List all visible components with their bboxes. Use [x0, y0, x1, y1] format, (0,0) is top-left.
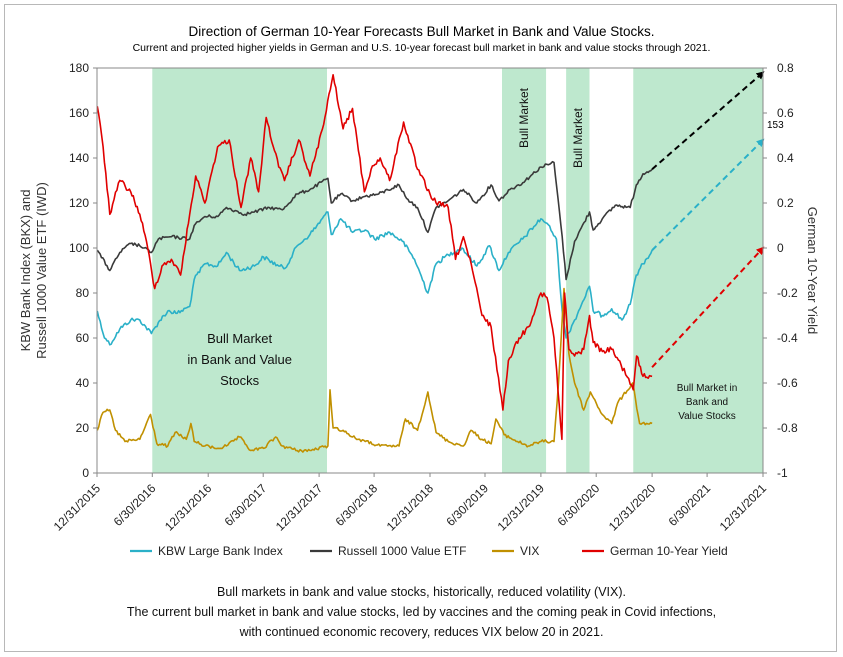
x-tick-label-7: 12/31/2018: [384, 481, 437, 534]
bull-market-shading-layer: [152, 68, 763, 473]
legend: KBW Large Bank Index Russell 1000 Value E…: [130, 544, 728, 558]
y-left-tick-label-9: 160: [69, 106, 89, 120]
y-left-tick-label-7: 120: [69, 196, 89, 210]
legend-label-4: German 10-Year Yield: [610, 544, 728, 558]
y-right-tick-label-5: -0.2: [777, 286, 798, 300]
bull-market-1-label-line-3: Stocks: [220, 373, 260, 388]
caption-line-3: with continued economic recovery, reduce…: [239, 625, 604, 639]
y-left-tick-label-8: 140: [69, 151, 89, 165]
bull-market-band-2: [502, 68, 547, 473]
series-line-4: [96, 74, 653, 441]
projection-layer: [651, 71, 765, 368]
caption-line-2: The current bull market in bank and valu…: [126, 605, 717, 619]
chart-title: Direction of German 10-Year Forecasts Bu…: [188, 24, 655, 39]
y-right-tick-label-10: 0.8: [777, 61, 794, 75]
x-tick-label-4: 6/30/2017: [222, 481, 270, 529]
y-left-axis-title-line-1: KBW Bank Index (BKX) and: [18, 190, 33, 352]
y-left-tick-label-3: 40: [76, 376, 90, 390]
bull-market-2-label: Bull Market: [517, 87, 531, 148]
y-right-tick-label-2: -0.8: [777, 421, 798, 435]
x-tick-label-12: 6/30/2021: [666, 481, 714, 529]
bull-market-4-label-line-3: Value Stocks: [678, 411, 736, 422]
annotation-layer: 153 Bull Market in Bank and Value Stocks Bul…: [187, 87, 784, 422]
y-left-tick-label-6: 100: [69, 241, 89, 255]
bull-market-3-label: Bull Market: [571, 107, 585, 168]
projection-arrow-1: [651, 71, 765, 171]
projection-arrow-2: [651, 138, 765, 251]
chart-frame: [4, 4, 837, 652]
series-line-1: [96, 211, 653, 346]
y-right-axis-title: German 10-Year Yield: [805, 207, 820, 334]
series-line-3: [96, 287, 653, 453]
bull-market-1-label-line-2: in Bank and Value: [187, 352, 292, 367]
y-left-tick-label-1: 0: [82, 466, 89, 480]
x-tick-label-6: 6/30/2018: [333, 481, 381, 529]
caption-line-1: Bull markets in bank and value stocks, h…: [217, 585, 626, 599]
bull-market-4-label-line-2: Bank and: [686, 397, 728, 408]
x-tick-label-8: 6/30/2019: [443, 481, 491, 529]
y-right-tick-label-6: 0: [777, 241, 784, 255]
x-tick-label-3: 12/31/2016: [162, 481, 215, 534]
legend-label-2: Russell 1000 Value ETF: [338, 544, 467, 558]
x-tick-label-13: 12/31/2021: [717, 481, 770, 534]
projection-arrow-3: [651, 246, 765, 368]
projection-label-2: 153: [767, 120, 784, 131]
x-tick-label-1: 12/31/2015: [51, 481, 104, 534]
chart-subtitle: Current and projected higher yields in G…: [132, 42, 711, 54]
y-right-tick-label-9: 0.6: [777, 106, 794, 120]
y-left-tick-label-2: 20: [76, 421, 90, 435]
y-right-tick-label-3: -0.6: [777, 376, 798, 390]
y-left-axis-title-line-2: Russell 1000 Value ETF (IWD): [34, 182, 49, 359]
y-right-tick-label-8: 0.4: [777, 151, 794, 165]
y-right-tick-label-7: 0.2: [777, 196, 794, 210]
legend-label-3: VIX: [520, 544, 539, 558]
x-tick-label-2: 6/30/2016: [111, 481, 159, 529]
legend-label-1: KBW Large Bank Index: [158, 544, 283, 558]
chart-svg: 0 20 40 60 80 100 120 140 160 180 -1 -0.8 -0.6 -0.4 -0…: [18, 61, 820, 558]
bull-market-1-label-line-1: Bull Market: [207, 331, 272, 346]
y-left-tick-label-4: 60: [76, 331, 90, 345]
bull-market-4-label-line-1: Bull Market in: [677, 383, 738, 394]
x-tick-label-5: 12/31/2017: [273, 481, 326, 534]
series-layer: [96, 74, 653, 453]
x-tick-label-10: 6/30/2020: [555, 481, 603, 529]
x-tick-label-11: 12/31/2020: [606, 481, 659, 534]
x-tick-label-9: 12/31/2019: [495, 481, 548, 534]
y-right-tick-label-1: -1: [777, 466, 788, 480]
y-left-tick-label-10: 180: [69, 61, 89, 75]
y-right-tick-label-4: -0.4: [777, 331, 798, 345]
y-left-tick-label-5: 80: [76, 286, 90, 300]
series-line-2: [96, 160, 653, 281]
